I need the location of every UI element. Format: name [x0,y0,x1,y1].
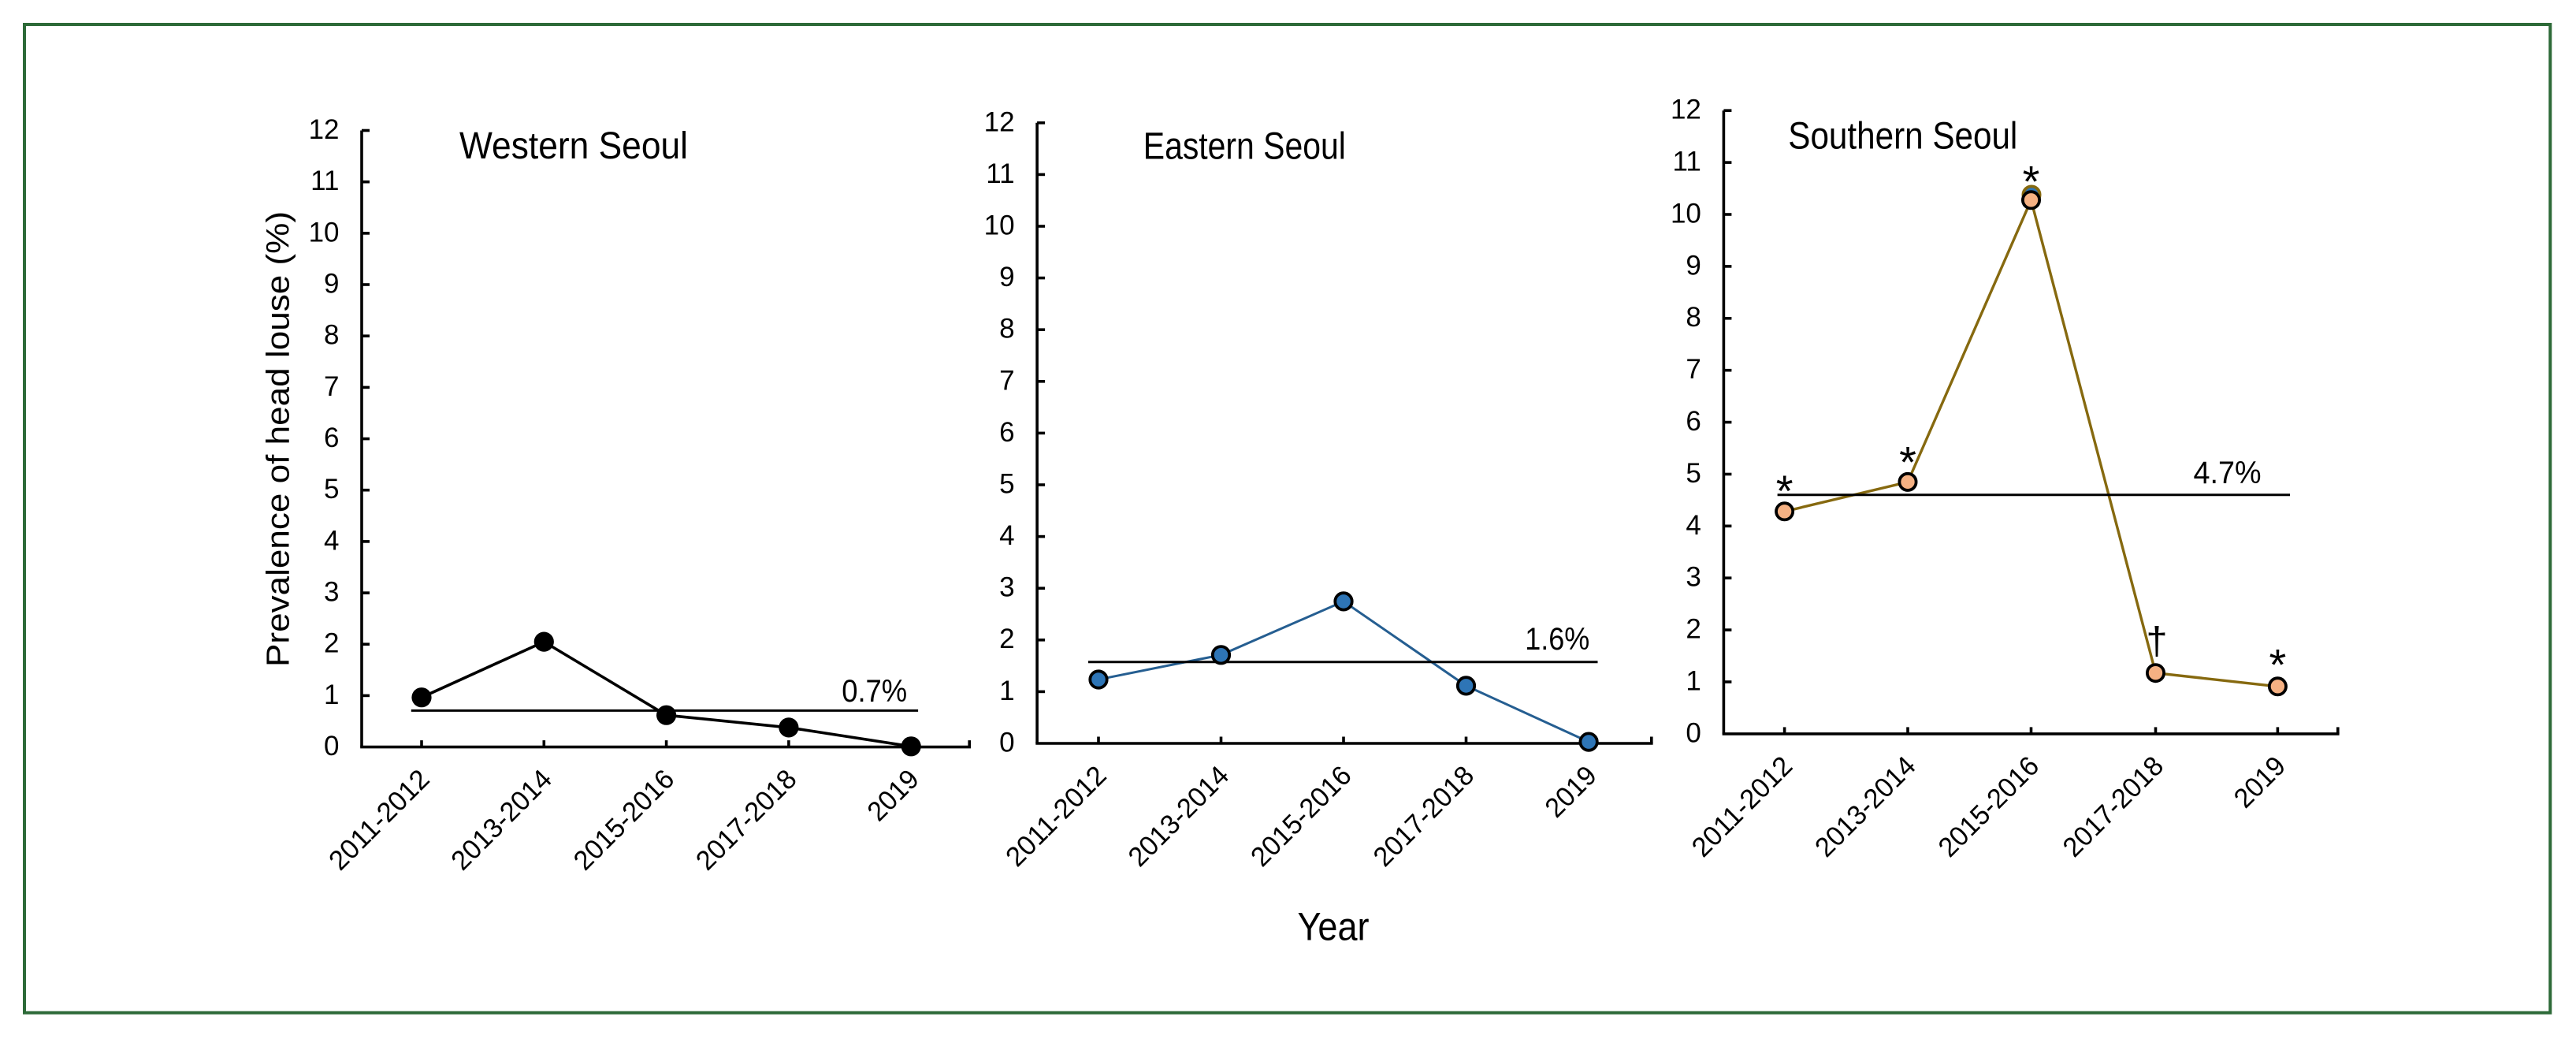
svg-text:2: 2 [1686,614,1701,645]
svg-text:12: 12 [984,106,1015,137]
svg-text:10: 10 [309,217,340,248]
svg-text:Eastern Seoul: Eastern Seoul [1143,126,1346,168]
svg-text:3: 3 [999,572,1014,603]
svg-text:10: 10 [984,210,1015,240]
svg-text:0.7%: 0.7% [842,674,907,709]
svg-text:7: 7 [1686,354,1701,385]
svg-text:8: 8 [324,320,339,351]
svg-text:*: * [2023,156,2040,206]
svg-text:*: * [1776,466,1794,516]
svg-text:10: 10 [1671,198,1701,229]
svg-text:12: 12 [1671,95,1701,125]
svg-text:1: 1 [324,680,339,710]
svg-text:4.7%: 4.7% [2194,456,2262,490]
svg-text:9: 9 [999,262,1014,292]
svg-text:2: 2 [999,624,1014,654]
svg-text:8: 8 [999,314,1014,344]
svg-text:4: 4 [999,520,1014,551]
svg-text:3: 3 [324,577,339,608]
svg-text:11: 11 [310,166,339,196]
svg-text:3: 3 [1686,562,1701,593]
svg-text:Southern Seoul: Southern Seoul [1788,115,2017,157]
svg-text:11: 11 [986,158,1014,189]
svg-text:Prevalence of head louse (%): Prevalence of head louse (%) [260,211,296,667]
svg-text:0: 0 [999,728,1014,758]
svg-text:Western Seoul: Western Seoul [459,125,688,167]
svg-text:5: 5 [1686,458,1701,489]
svg-text:0: 0 [1686,717,1701,748]
svg-text:7: 7 [999,365,1014,396]
svg-text:12: 12 [309,114,340,145]
svg-text:9: 9 [324,269,339,300]
svg-text:7: 7 [324,371,339,402]
svg-text:2: 2 [324,628,339,659]
svg-text:*: * [2269,639,2287,689]
svg-text:5: 5 [999,469,1014,500]
svg-text:*: * [1899,437,1916,486]
svg-text:4: 4 [1686,510,1701,541]
svg-text:11: 11 [1673,147,1701,177]
svg-text:0: 0 [324,731,339,762]
svg-text:9: 9 [1686,250,1701,281]
svg-text:1.6%: 1.6% [1525,622,1589,657]
svg-text:8: 8 [1686,302,1701,333]
svg-text:6: 6 [999,417,1014,448]
svg-text:5: 5 [324,474,339,505]
svg-text:1: 1 [999,676,1014,706]
svg-text:Year: Year [1298,905,1370,949]
svg-text:†: † [2146,620,2167,662]
svg-text:4: 4 [324,525,339,556]
svg-text:1: 1 [1686,666,1701,697]
svg-text:6: 6 [324,423,339,453]
svg-text:6: 6 [1686,406,1701,437]
